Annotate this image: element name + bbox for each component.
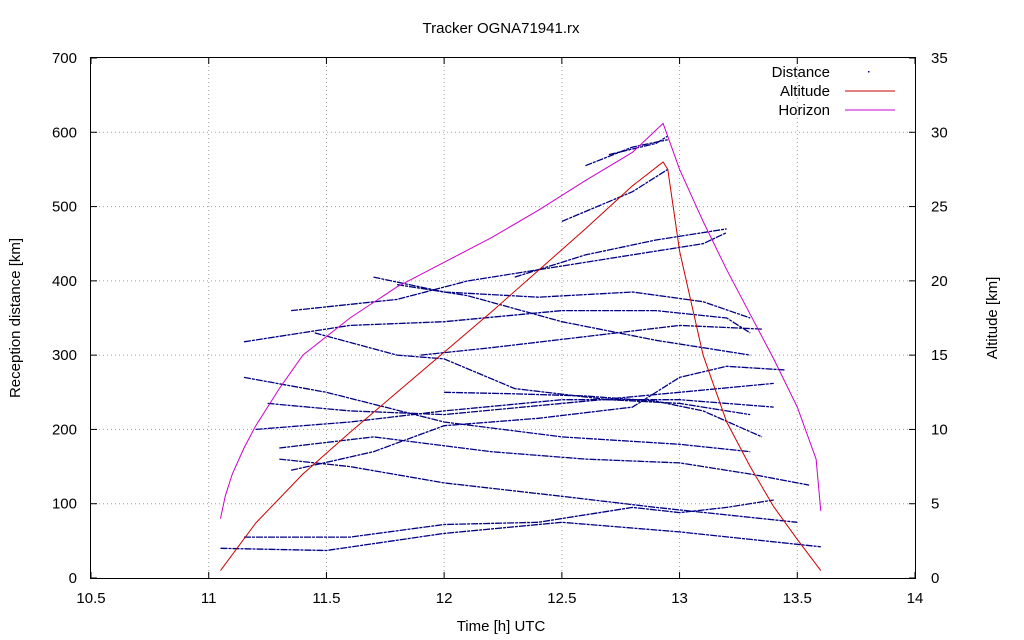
y-tick-label: 400 xyxy=(52,273,77,290)
distance-track xyxy=(290,365,786,471)
distance-track xyxy=(220,521,821,552)
x-tick-label: 12 xyxy=(436,590,453,607)
distance-track xyxy=(585,139,668,167)
distance-track xyxy=(291,232,727,312)
y2-tick-label: 0 xyxy=(931,570,939,587)
y-tick-label: 300 xyxy=(52,347,77,364)
distance-track xyxy=(420,324,763,356)
y-tick-label: 500 xyxy=(52,199,77,216)
x-tick-label: 11 xyxy=(201,590,217,607)
plot-frame xyxy=(90,57,916,579)
legend-label: Altitude xyxy=(780,83,830,100)
y2-axis-label: Altitude [km] xyxy=(984,277,1001,360)
x-tick-label: 13.5 xyxy=(783,590,812,607)
distance-track xyxy=(279,436,810,486)
x-axis-label: Time [h] UTC xyxy=(457,618,546,635)
y2-tick-label: 20 xyxy=(931,273,948,290)
y-tick-label: 600 xyxy=(52,124,77,141)
y-tick-label: 100 xyxy=(52,496,77,513)
legend-label: Distance xyxy=(772,64,830,81)
x-tick-label: 14 xyxy=(907,590,924,607)
distance-track xyxy=(373,276,751,319)
distance-track xyxy=(608,135,669,156)
y2-tick-label: 35 xyxy=(931,50,948,67)
y2-tick-label: 30 xyxy=(931,124,948,141)
y2-tick-label: 15 xyxy=(931,347,948,364)
altitude-line xyxy=(220,161,822,571)
y2-tick-label: 5 xyxy=(931,496,939,513)
legend-label: Horizon xyxy=(778,102,830,119)
x-tick-label: 12.5 xyxy=(547,590,576,607)
distance-track xyxy=(396,283,751,356)
distance-track xyxy=(243,309,751,343)
distance-track xyxy=(514,228,727,278)
legend: Distance Altitude Horizon xyxy=(772,64,895,119)
legend-swatch xyxy=(868,71,870,73)
distance-track xyxy=(314,332,751,416)
y-tick-label: 200 xyxy=(52,421,77,438)
distance-track xyxy=(267,382,774,416)
x-tick-label: 11.5 xyxy=(312,590,340,607)
y-tick-label: 700 xyxy=(52,50,77,67)
grid xyxy=(91,58,915,578)
distance-track xyxy=(244,499,774,538)
distance-track xyxy=(279,458,798,523)
horizon-line xyxy=(220,122,822,519)
distance-track xyxy=(243,376,751,453)
distance-track xyxy=(561,168,669,222)
y-tick-label: 0 xyxy=(69,570,77,587)
distance-track xyxy=(444,391,763,438)
x-tick-label: 13 xyxy=(671,590,688,607)
chart-title: Tracker OGNA71941.rx xyxy=(423,20,580,37)
y-axis-label: Reception distance [km] xyxy=(7,238,24,398)
y2-tick-label: 10 xyxy=(931,421,948,438)
x-tick-label: 10.5 xyxy=(76,590,105,607)
y2-tick-label: 25 xyxy=(931,199,948,216)
ticks: 10.5 11 11.5 12 12.5 13 13.5 140100200300400500… xyxy=(52,50,948,607)
distance-track xyxy=(255,399,774,431)
series-layer xyxy=(220,122,822,571)
